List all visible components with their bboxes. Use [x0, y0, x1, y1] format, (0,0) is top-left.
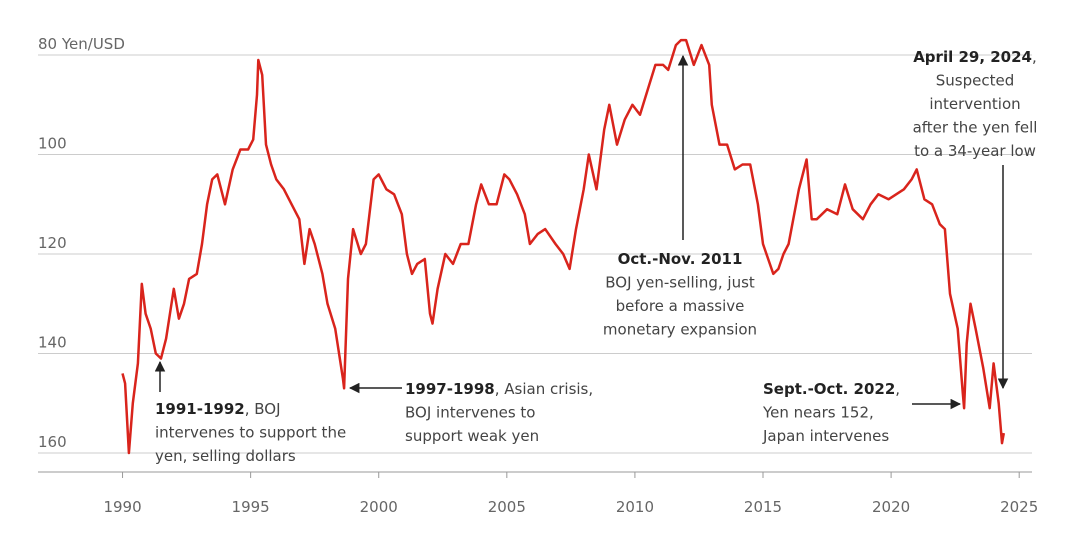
x-tick-label: 2005	[488, 498, 526, 516]
y-tick-label: 80 Yen/USD	[38, 35, 125, 53]
x-tick-label: 2010	[616, 498, 654, 516]
annotation-text: before a massive	[616, 297, 745, 315]
annotation-text: support weak yen	[405, 427, 539, 445]
y-tick-label: 120	[38, 234, 67, 252]
annotation-text: intervention	[929, 95, 1020, 113]
y-tick-label: 160	[38, 433, 67, 451]
annotation-text: yen, selling dollars	[155, 447, 296, 465]
annotation: Oct.-Nov. 2011	[618, 250, 743, 268]
x-tick-label: 1995	[232, 498, 270, 516]
x-tick-label: 1990	[103, 498, 141, 516]
y-tick-label: 140	[38, 334, 67, 352]
x-tick-label: 2000	[360, 498, 398, 516]
annotation-text: intervenes to support the	[155, 424, 346, 442]
price-line	[121, 38, 1006, 455]
annotation-text: Japan intervenes	[762, 427, 889, 445]
annotation-text: BOJ intervenes to	[405, 404, 535, 422]
x-tick-label: 2025	[1000, 498, 1038, 516]
annotation-text: to a 34-year low	[914, 142, 1036, 160]
annotation-text: Yen nears 152,	[762, 404, 874, 422]
annotation-title: April 29, 2024	[913, 48, 1032, 66]
annotation-title: 1997-1998	[405, 380, 495, 398]
annotation-text: , BOJ	[245, 400, 281, 418]
annotation-text: ,	[895, 380, 900, 398]
x-tick-label: 2015	[744, 498, 782, 516]
annotation: 1997-1998, Asian crisis,	[405, 380, 593, 398]
annotation: 1991-1992, BOJ	[155, 400, 281, 418]
annotation-title: Oct.-Nov. 2011	[618, 250, 743, 268]
y-tick-label: 100	[38, 135, 67, 153]
annotation-text: Suspected	[936, 72, 1014, 90]
annotation-title: 1991-1992	[155, 400, 245, 418]
annotation-text: monetary expansion	[603, 321, 757, 339]
annotation-text: , Asian crisis,	[495, 380, 593, 398]
x-tick-label: 2020	[872, 498, 910, 516]
annotation-title: Sept.-Oct. 2022	[763, 380, 895, 398]
annotation-text: ,	[1032, 48, 1037, 66]
annotation: Sept.-Oct. 2022,	[763, 380, 900, 398]
annotation-text: after the yen fell	[913, 119, 1038, 137]
annotation: April 29, 2024,	[913, 48, 1037, 66]
annotation-text: BOJ yen-selling, just	[605, 274, 755, 292]
